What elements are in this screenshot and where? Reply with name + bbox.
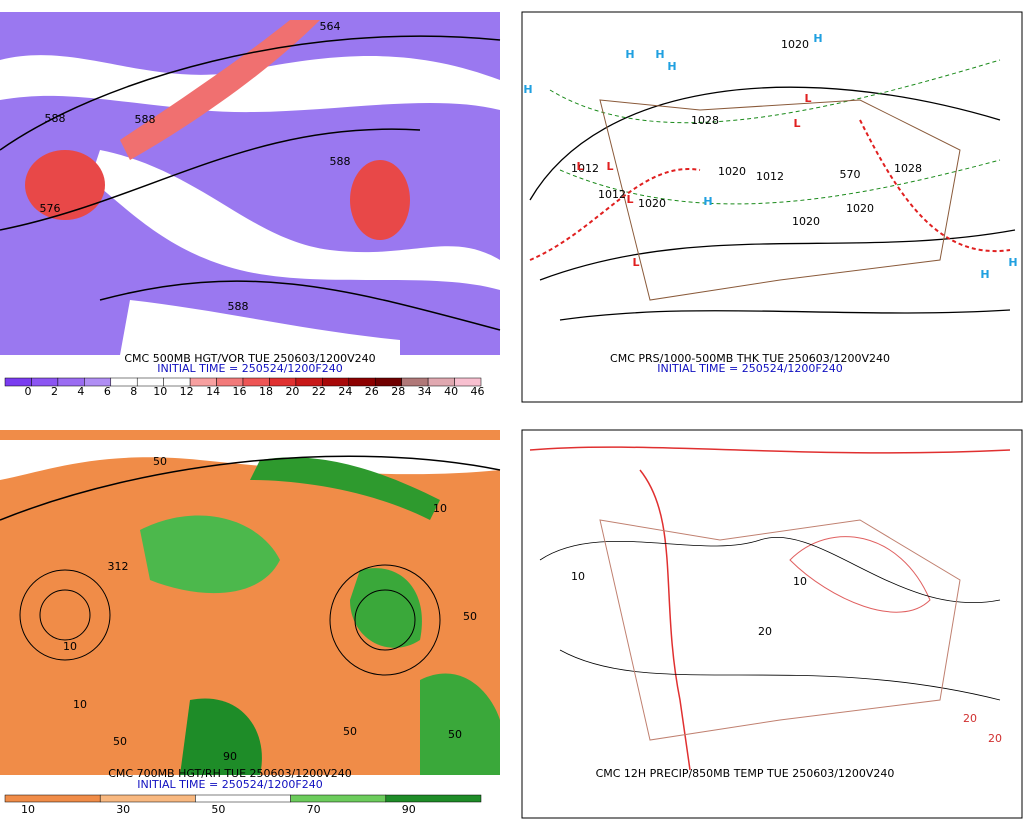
colorbar-label: 8 [130,385,137,398]
colorbar-swatch [385,794,482,803]
initial-time: INITIAL TIME = 250524/1200F240 [137,778,322,791]
contour-label: 588 [228,300,249,313]
contour-label: 20 [988,732,1002,745]
contour-label: 570 [840,168,861,181]
contour-label: 588 [330,155,351,168]
contour-label: 1020 [846,202,874,215]
colorbar-label: 6 [104,385,111,398]
colorbar-label: 40 [444,385,458,398]
contour-label: 1020 [718,165,746,178]
contour-label: 10 [793,575,807,588]
contour-label: 576 [40,202,61,215]
contour-label: 588 [45,112,66,125]
contour-label: 10 [73,698,87,711]
initial-time: INITIAL TIME = 250524/1200F240 [657,362,842,375]
contour-label: 20 [758,625,772,638]
colorbar-label: 20 [285,385,299,398]
colorbar-swatch [99,794,196,803]
pressure-center: L [793,117,800,130]
colorbar-swatch [290,794,387,803]
colorbar-label: 0 [25,385,32,398]
caption: CMC 700MB HGT/RH TUE 250603/1200V240 [108,767,352,780]
colorbar-label: 18 [259,385,273,398]
colorbar-label: 30 [116,803,130,816]
contour-label: 564 [320,20,341,33]
initial-time: INITIAL TIME = 250524/1200F240 [157,362,342,375]
contour-label: 10 [433,502,447,515]
contour-label: 588 [135,113,156,126]
pressure-center: H [813,32,822,45]
map-precip [521,429,1023,819]
contour-label: 1020 [792,215,820,228]
colorbar-label: 10 [21,803,35,816]
caption: CMC PRS/1000-500MB THK TUE 250603/1200V2… [610,352,890,365]
contour-label: 20 [963,712,977,725]
contour-label: 1028 [691,114,719,127]
contour-label: 90 [223,750,237,763]
pressure-center: H [703,195,712,208]
contour-label: 1012 [571,162,599,175]
pressure-center: L [626,193,633,206]
colorbar-label: 22 [312,385,326,398]
pressure-center: L [632,256,639,269]
colorbar-label: 26 [365,385,379,398]
contour-label: 1012 [756,170,784,183]
map-700mb [0,430,501,775]
colorbar-label: 24 [338,385,352,398]
caption: CMC 500MB HGT/VOR TUE 250603/1200V240 [124,352,375,365]
pressure-center: H [625,48,634,61]
contour-label: 50 [448,728,462,741]
colorbar-label: 10 [153,385,167,398]
pressure-center: L [576,160,583,173]
contour-label: 1020 [781,38,809,51]
colorbar-label: 70 [307,803,321,816]
colorbar-swatch [195,794,291,803]
pressure-center: H [523,83,532,96]
colorbar-label: 34 [418,385,432,398]
colorbar-label: 50 [211,803,225,816]
colorbar-swatch [4,794,101,803]
colorbar-label: 28 [391,385,405,398]
contour-label: 1028 [894,162,922,175]
contour-label: 50 [463,610,477,623]
colorbar-label: 90 [402,803,416,816]
colorbar-label: 14 [206,385,220,398]
contour-label: 312 [108,560,129,573]
caption: CMC 12H PRECIP/850MB TEMP TUE 250603/120… [596,767,895,780]
pressure-center: L [804,92,811,105]
colorbar-label: 16 [233,385,247,398]
map-500mb [0,12,501,355]
colorbar-label: 2 [51,385,58,398]
colorbar-label: 12 [180,385,194,398]
pressure-center: H [980,268,989,281]
contour-label: 1020 [638,197,666,210]
colorbar-label: 4 [77,385,84,398]
contour-label: 50 [343,725,357,738]
contour-label: 10 [571,570,585,583]
pressure-center: H [667,60,676,73]
pressure-center: H [655,48,664,61]
colorbar-label: 46 [471,385,485,398]
contour-label: 50 [153,455,167,468]
colorbar-swatch [454,377,482,387]
pressure-center: L [606,160,613,173]
map-surface [521,11,1023,403]
contour-label: 10 [63,640,77,653]
contour-label: 50 [113,735,127,748]
contour-label: 1012 [598,188,626,201]
pressure-center: H [1008,256,1017,269]
